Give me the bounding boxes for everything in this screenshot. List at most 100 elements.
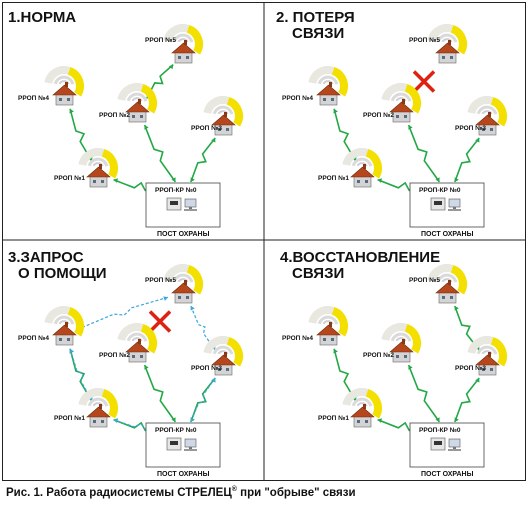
controller-icon (430, 197, 446, 211)
security-post-box: РРОП-КР №0 (145, 422, 221, 468)
caption-suffix: при "обрыве" связи (236, 486, 356, 499)
radio-waves-icon (342, 148, 382, 179)
node-label-n3: РРОП №3 (191, 125, 222, 132)
radio-waves-icon (467, 336, 507, 367)
node-label-n5: РРОП №5 (409, 37, 440, 44)
node-label-n1: РРОП №1 (54, 175, 85, 182)
node-n1: РРОП №1 (318, 148, 382, 188)
request-link-n3-post (190, 377, 216, 423)
security-post-box: РРОП-КР №0 (145, 182, 221, 228)
node-n3: РРОП №3 (455, 96, 507, 136)
panel-title-line: СВЯЗИ (292, 265, 344, 282)
node-n4: РРОП №4 (18, 66, 84, 106)
panel-title-line: 2. ПОТЕРЯ (276, 9, 355, 26)
node-label-n4: РРОП №4 (282, 95, 313, 102)
house-icon (52, 322, 77, 346)
node-label-n3: РРОП №3 (191, 365, 222, 372)
node-n5: РРОП №5 (409, 264, 467, 304)
node-label-n5: РРОП №5 (409, 277, 440, 284)
node-n3: РРОП №3 (455, 336, 507, 376)
radio-waves-icon (427, 24, 467, 55)
node-label-n2: РРОП №2 (363, 112, 394, 119)
node-n2: РРОП №2 (363, 83, 421, 123)
node-label-n3: РРОП №3 (455, 365, 486, 372)
house-icon (86, 164, 111, 188)
house-icon (125, 99, 150, 123)
house-icon (475, 112, 500, 136)
registered-mark: ® (231, 486, 237, 493)
house-icon (211, 352, 236, 376)
node-n2: РРОП №2 (99, 83, 157, 123)
radio-waves-icon (381, 323, 421, 354)
house-icon (389, 99, 414, 123)
radio-waves-icon (163, 264, 203, 295)
house-icon (435, 40, 460, 64)
radio-waves-icon (381, 83, 421, 114)
radio-waves-icon (308, 306, 348, 337)
radio-link-n3-post (190, 377, 216, 423)
node-n3: РРОП №3 (191, 336, 243, 376)
house-icon (435, 280, 460, 304)
controller-icon (166, 197, 182, 211)
radio-waves-icon (427, 264, 467, 295)
post-label: ПОСТ ОХРАНЫ (157, 231, 210, 238)
node-label-n4: РРОП №4 (282, 335, 313, 342)
controller-icon (166, 437, 182, 451)
radio-waves-icon (342, 388, 382, 419)
house-icon (211, 112, 236, 136)
node-n4: РРОП №4 (18, 306, 84, 346)
panel-title-line: 3.ЗАПРОС (8, 249, 84, 266)
broken-link-cross-icon (148, 310, 172, 333)
house-icon (389, 339, 414, 363)
radio-waves-icon (308, 66, 348, 97)
radio-waves-icon (203, 336, 243, 367)
house-icon (316, 322, 341, 346)
house-icon (316, 82, 341, 106)
node-n2: РРОП №2 (363, 323, 421, 363)
house-icon (125, 339, 150, 363)
post-label: ПОСТ ОХРАНЫ (157, 471, 210, 478)
node-n4: РРОП №4 (282, 306, 348, 346)
broken-link-cross-icon (412, 70, 436, 93)
post-label: ПОСТ ОХРАНЫ (421, 471, 474, 478)
node-label-n1: РРОП №1 (318, 175, 349, 182)
radio-waves-icon (44, 66, 84, 97)
radio-waves-icon (163, 24, 203, 55)
radio-waves-icon (117, 83, 157, 114)
node-n5: РРОП №5 (145, 264, 203, 304)
radio-waves-icon (44, 306, 84, 337)
radio-link-n3-post (454, 137, 480, 183)
computer-icon (448, 438, 461, 451)
radio-link-n2-post (143, 124, 177, 183)
node-label-n1: РРОП №1 (318, 415, 349, 422)
panel-title-line: 1.НОРМА (8, 9, 76, 26)
node-n3: РРОП №3 (191, 96, 243, 136)
node-n4: РРОП №4 (282, 66, 348, 106)
controller-icon (430, 437, 446, 451)
house-icon (52, 82, 77, 106)
radio-waves-icon (78, 148, 118, 179)
node-label-n1: РРОП №1 (54, 415, 85, 422)
node-label-n2: РРОП №2 (363, 352, 394, 359)
node-label-n5: РРОП №5 (145, 277, 176, 284)
post-node-label: РРОП-КР №0 (155, 187, 197, 194)
radio-link-n3-post (190, 137, 216, 183)
node-n5: РРОП №5 (409, 24, 467, 64)
house-icon (86, 404, 111, 428)
house-icon (171, 280, 196, 304)
house-icon (171, 40, 196, 64)
panel-title-line: О ПОМОЩИ (18, 265, 107, 282)
node-n1: РРОП №1 (318, 388, 382, 428)
security-post-box: РРОП-КР №0 (409, 422, 485, 468)
node-label-n2: РРОП №2 (99, 112, 130, 119)
radio-waves-icon (78, 388, 118, 419)
panel-title-line: СВЯЗИ (292, 25, 344, 42)
house-icon (350, 164, 375, 188)
security-post-box: РРОП-КР №0 (409, 182, 485, 228)
computer-icon (448, 198, 461, 211)
node-label-n3: РРОП №3 (455, 125, 486, 132)
node-n1: РРОП №1 (54, 388, 118, 428)
